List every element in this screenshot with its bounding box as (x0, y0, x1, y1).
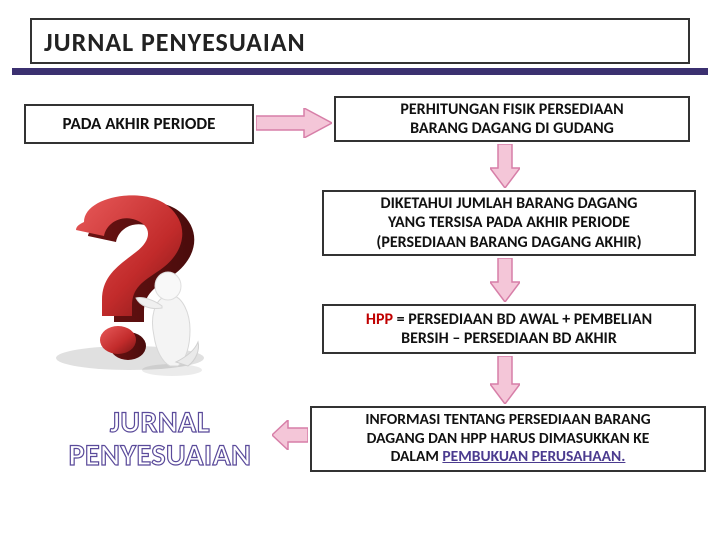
left-box-text: PADA AKHIR PERIODE (63, 114, 216, 134)
r4-line3: DALAM PEMBUKUAN PERUSAHAAN. (391, 448, 626, 467)
arrow-down-3 (490, 356, 520, 404)
jp-line1: JURNAL (30, 406, 290, 439)
arrow-down-1 (490, 144, 520, 188)
person-figure (132, 266, 212, 376)
r4-line1: INFORMASI TENTANG PERSEDIAAN BARANG (365, 411, 650, 430)
title-box: JURNAL PENYESUAIAN (30, 18, 690, 64)
r4-line3-accent: PEMBUKUAN PERUSAHAAN. (442, 447, 625, 466)
box-perhitungan-fisik: PERHITUNGAN FISIK PERSEDIAAN BARANG DAGA… (334, 96, 690, 142)
r3-line2: BERSIH – PERSEDIAAN BD AKHIR (401, 329, 617, 348)
title-underline (12, 68, 708, 75)
r2-line3: (PERSEDIAAN BARANG DAGANG AKHIR) (376, 233, 641, 252)
r3-line1: HPP = PERSEDIAAN BD AWAL + PEMBELIAN (366, 310, 652, 329)
box-diketahui-jumlah: DIKETAHUI JUMLAH BARANG DAGANG YANG TERS… (322, 190, 696, 256)
jp-line2: PENYESUAIAN (30, 439, 290, 472)
r4-line2: DAGANG DAN HPP HARUS DIMASUKKAN KE (367, 430, 650, 449)
r4-line3-pre: DALAM (391, 447, 443, 466)
arrow-right-1 (256, 108, 332, 138)
box-hpp-formula: HPP = PERSEDIAAN BD AWAL + PEMBELIAN BER… (322, 304, 696, 354)
title-text: JURNAL PENYESUAIAN (44, 26, 306, 58)
box-pada-akhir-periode: PADA AKHIR PERIODE (24, 104, 254, 144)
r2-line2: YANG TERSISA PADA AKHIR PERIODE (388, 213, 630, 232)
r2-line1: DIKETAHUI JUMLAH BARANG DAGANG (381, 194, 638, 213)
box-informasi: INFORMASI TENTANG PERSEDIAAN BARANG DAGA… (310, 406, 706, 472)
r1-line1: PERHITUNGAN FISIK PERSEDIAAN (400, 100, 623, 119)
r3-hpp: HPP (366, 310, 393, 329)
jurnal-penyesuaian-label: JURNAL PENYESUAIAN (30, 406, 290, 472)
r1-line2: BARANG DAGANG DI GUDANG (410, 119, 614, 138)
r3-line1-rest: = PERSEDIAAN BD AWAL + PEMBELIAN (393, 310, 652, 329)
arrow-down-2 (490, 258, 520, 302)
